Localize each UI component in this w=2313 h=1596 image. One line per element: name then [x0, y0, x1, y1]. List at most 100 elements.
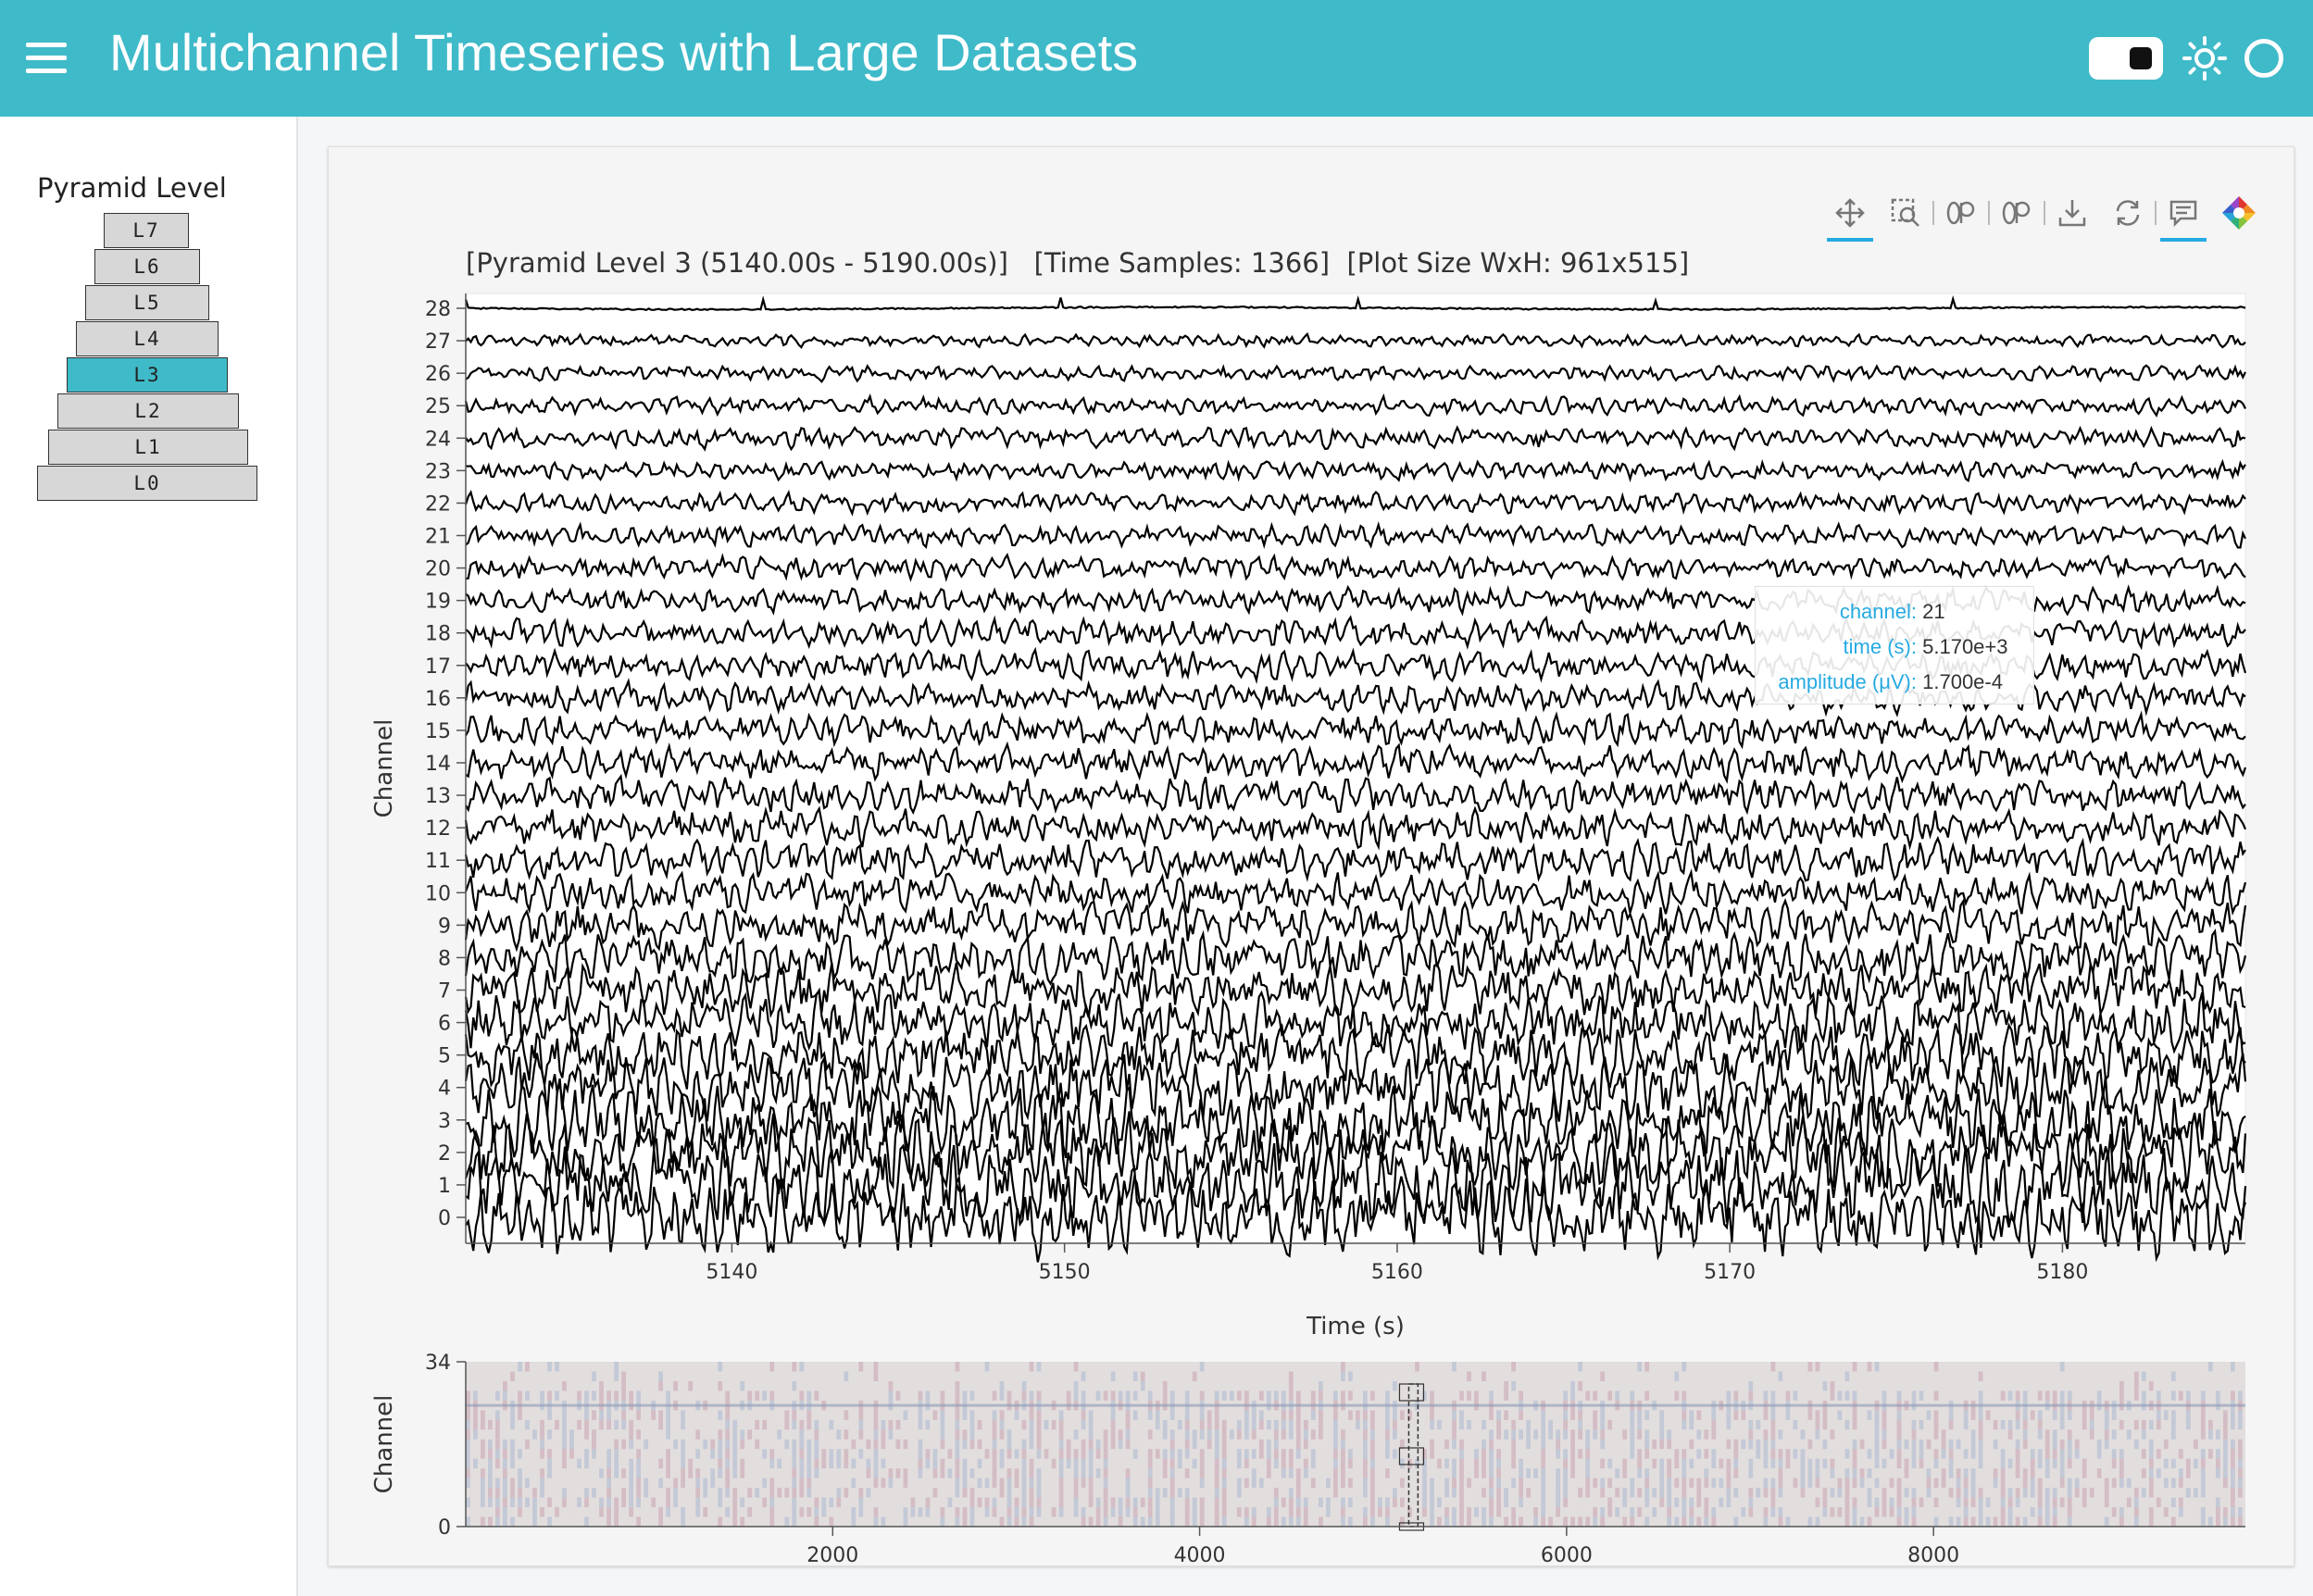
heatmap-cell: [792, 1362, 797, 1372]
heatmap-cell: [1192, 1516, 1197, 1527]
heatmap-cell: [1696, 1497, 1702, 1508]
heatmap-cell: [1288, 1497, 1294, 1508]
heatmap-cell: [577, 1390, 581, 1401]
hover-icon[interactable]: [2160, 190, 2207, 242]
heatmap-cell: [1896, 1488, 1902, 1498]
heatmap-cell: [606, 1516, 611, 1527]
heatmap-cell: [1637, 1429, 1643, 1440]
heatmap-cell: [666, 1410, 670, 1420]
heatmap-cell: [584, 1488, 589, 1498]
timeseries-plot[interactable]: 0123456789101112131415161718192021222324…: [329, 147, 2295, 1567]
heatmap-cell: [1815, 1362, 1820, 1372]
heatmap-cell: [1600, 1371, 1606, 1381]
heatmap-cell: [1348, 1371, 1353, 1381]
heatmap-cell: [1637, 1488, 1643, 1498]
heatmap-cell: [1844, 1478, 1850, 1489]
channel-trace-0: [465, 1173, 2247, 1263]
heatmap-cell: [925, 1390, 931, 1401]
heatmap-cell: [829, 1419, 834, 1430]
heatmap-cell: [1430, 1439, 1434, 1450]
heatmap-cell: [1258, 1449, 1264, 1459]
heatmap-cell: [1385, 1410, 1390, 1420]
heatmap-cell: [1874, 1478, 1880, 1489]
heatmap-cell: [732, 1419, 738, 1430]
heatmap-cell: [2015, 1410, 2020, 1420]
save-icon[interactable]: [2049, 190, 2095, 236]
heatmap-cell: [636, 1497, 641, 1508]
heatmap-cell: [1926, 1410, 1932, 1420]
heatmap-cell: [1363, 1419, 1368, 1430]
heatmap-cell: [1021, 1419, 1027, 1430]
heatmap-cell: [1570, 1458, 1575, 1469]
circle-icon[interactable]: [2244, 39, 2283, 78]
heatmap-cell: [1430, 1419, 1434, 1430]
heatmap-cell: [1236, 1429, 1242, 1440]
y-tick-label: 8: [438, 947, 451, 970]
heatmap-cell: [2030, 1410, 2035, 1420]
pyramid-level-l2[interactable]: L2: [57, 393, 239, 429]
pyramid-level-l1[interactable]: L1: [48, 430, 248, 465]
heatmap-cell: [725, 1449, 731, 1459]
heatmap-cell: [1815, 1429, 1820, 1440]
heatmap-cell: [844, 1371, 849, 1381]
heatmap-cell: [599, 1468, 604, 1478]
heatmap-cell: [1630, 1390, 1635, 1401]
heatmap-cell: [1459, 1449, 1464, 1459]
heatmap-cell: [1125, 1468, 1131, 1478]
pyramid-level-l5[interactable]: L5: [85, 285, 209, 320]
heatmap-cell: [769, 1497, 775, 1508]
heatmap-cell: [962, 1468, 968, 1478]
box-zoom-icon[interactable]: [1882, 190, 1929, 236]
heatmap-cell: [718, 1362, 723, 1372]
pan-icon[interactable]: [1827, 190, 1873, 242]
heatmap-cell: [1652, 1507, 1657, 1517]
heatmap-cell: [1600, 1478, 1606, 1489]
heatmap-cell: [1221, 1429, 1227, 1440]
heatmap-cell: [1006, 1449, 1012, 1459]
heatmap-cell: [1630, 1449, 1635, 1459]
menu-icon[interactable]: [26, 43, 67, 74]
heatmap-cell: [1919, 1449, 1924, 1459]
heatmap-cell: [1541, 1468, 1545, 1478]
heatmap-cell: [1103, 1439, 1108, 1450]
heatmap-cell: [1348, 1478, 1353, 1489]
zoom-out-icon[interactable]: [1994, 190, 2040, 236]
reset-icon[interactable]: [2105, 190, 2151, 236]
pyramid-level-l7[interactable]: L7: [104, 213, 189, 248]
heatmap-cell: [895, 1439, 901, 1450]
theme-toggle[interactable]: [2089, 37, 2163, 80]
heatmap-cell: [1763, 1410, 1769, 1420]
heatmap-cell: [881, 1429, 886, 1440]
bokeh-logo-icon[interactable]: [2216, 190, 2262, 236]
pyramid-level-l0[interactable]: L0: [37, 466, 257, 501]
heatmap-cell: [1800, 1458, 1806, 1469]
heatmap-cell: [1874, 1439, 1880, 1450]
heatmap-cell: [2238, 1488, 2243, 1498]
heatmap-cell: [984, 1497, 990, 1508]
heatmap-cell: [1214, 1478, 1219, 1489]
heatmap-cell: [1533, 1429, 1538, 1440]
zoom-in-icon[interactable]: [1938, 190, 1984, 236]
heatmap-cell: [1103, 1390, 1108, 1401]
heatmap-cell: [488, 1468, 493, 1478]
heatmap-cell: [1615, 1468, 1620, 1478]
heatmap-cell: [1719, 1478, 1724, 1489]
heatmap-cell: [1696, 1488, 1702, 1498]
pyramid-level-l3[interactable]: L3: [67, 357, 228, 393]
heatmap-cell: [725, 1488, 731, 1498]
heatmap-cell: [2185, 1410, 2191, 1420]
heatmap-cell: [1726, 1458, 1732, 1469]
heatmap-cell: [1370, 1449, 1375, 1459]
heatmap-cell: [1933, 1390, 1939, 1401]
heatmap-cell: [1659, 1497, 1665, 1508]
heatmap-cell: [1214, 1439, 1219, 1450]
heatmap-cell: [1748, 1458, 1754, 1469]
pyramid-level-l4[interactable]: L4: [76, 321, 219, 356]
heatmap-cell: [829, 1497, 834, 1508]
heatmap-cell: [1452, 1478, 1457, 1489]
heatmap-cell: [1630, 1419, 1635, 1430]
pyramid-level-l6[interactable]: L6: [94, 249, 200, 284]
heatmap-cell: [2178, 1497, 2183, 1508]
sun-icon[interactable]: [2182, 35, 2228, 81]
heatmap-cell: [503, 1439, 507, 1450]
